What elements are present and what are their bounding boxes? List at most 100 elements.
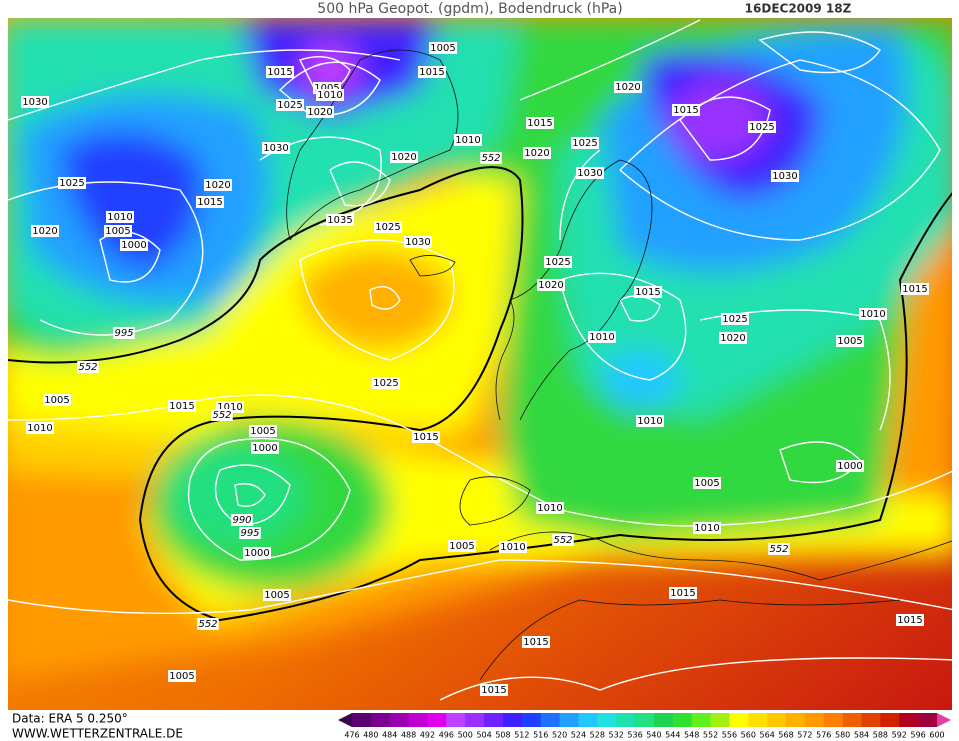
isobar-label: 1010: [637, 416, 662, 427]
isobar-label: 1010: [217, 402, 242, 413]
label-background: [480, 152, 502, 164]
colorbar-label: 552: [703, 731, 718, 740]
isobar-label: 1020: [307, 107, 332, 118]
isobar-label: 1030: [772, 171, 797, 182]
geopotential-contours: [8, 166, 952, 622]
colorbar-swatch: [370, 713, 391, 727]
colorbar-label: 524: [571, 731, 586, 740]
label-background: [418, 66, 446, 78]
colorbar-swatch: [691, 713, 712, 727]
map-date: 16DEC2009 18Z: [745, 2, 852, 16]
colorbar-label: 508: [495, 731, 510, 740]
label-background: [251, 442, 279, 454]
colorbar-swatch: [389, 713, 410, 727]
isobar-label: 1025: [373, 378, 398, 389]
label-background: [211, 409, 233, 421]
data-source: Data: ERA 5 0.250°: [12, 712, 128, 726]
isobar-label: 1030: [405, 237, 430, 248]
label-background: [231, 514, 253, 526]
isobar-label: 1015: [527, 118, 552, 129]
colorbar-swatch: [918, 713, 938, 727]
label-background: [404, 236, 432, 248]
colorbar-swatch: [635, 713, 655, 727]
label-background: [262, 142, 290, 154]
isobar-label: 1015: [673, 105, 698, 116]
label-background: [263, 589, 291, 601]
isobar-label: 1020: [615, 82, 640, 93]
isobar-label: 1000: [837, 461, 862, 472]
label-background: [544, 256, 572, 268]
isobar-label: 552: [78, 362, 97, 373]
colorbar-swatch: [502, 713, 523, 727]
label-background: [104, 225, 132, 237]
isobar-label: 1015: [635, 287, 660, 298]
label-background: [31, 225, 59, 237]
label-background: [390, 151, 418, 163]
colorbar-label: 592: [892, 731, 907, 740]
colorbar-swatch: [710, 713, 730, 727]
isobar-label: 1030: [22, 97, 47, 108]
label-background: [771, 170, 799, 182]
label-background: [614, 81, 642, 93]
isobar-label: 1015: [419, 67, 444, 78]
isobar-label: 1015: [670, 588, 695, 599]
isobar-label: 1005: [105, 226, 130, 237]
geopotential-field: [8, 18, 952, 679]
label-background: [552, 534, 574, 546]
isobar-label: 1020: [720, 333, 745, 344]
label-background: [669, 587, 697, 599]
colorbar-swatch: [767, 713, 787, 727]
colorbar-swatch: [616, 713, 636, 727]
isobar-label: 1015: [169, 401, 194, 412]
colorbar-label: 532: [609, 731, 624, 740]
colorbar-label: 516: [533, 731, 548, 740]
colorbar-swatch: [786, 713, 806, 727]
isobar-label: 1020: [391, 152, 416, 163]
label-background: [168, 670, 196, 682]
label-background: [58, 177, 86, 189]
label-background: [571, 137, 599, 149]
label-background: [326, 214, 354, 226]
label-background: [636, 415, 664, 427]
label-background: [537, 279, 565, 291]
colorbar-swatch: [540, 713, 561, 727]
label-background: [499, 541, 527, 553]
label-background: [523, 147, 551, 159]
label-background: [168, 400, 196, 412]
isobar-label: 1010: [27, 423, 52, 434]
label-background: [249, 425, 277, 437]
label-background: [896, 614, 924, 626]
isobar-label: 1015: [413, 432, 438, 443]
isobar-label: 1010: [537, 503, 562, 514]
isobar-label: 1010: [860, 309, 885, 320]
label-background: [526, 117, 554, 129]
colorbar-label: 536: [627, 731, 642, 740]
isobar-label: 1015: [197, 197, 222, 208]
isobar-label: 1005: [264, 590, 289, 601]
isobar-label: 1005: [430, 43, 455, 54]
label-background: [77, 361, 99, 373]
colorbar-label: 596: [910, 731, 925, 740]
colorbar-swatch: [427, 713, 447, 727]
isobar-label: 1010: [455, 135, 480, 146]
isobar-label: 552: [553, 535, 572, 546]
label-background: [836, 335, 864, 347]
isobar-label: 1025: [749, 122, 774, 133]
colorbar-swatch: [880, 713, 900, 727]
label-background: [448, 540, 476, 552]
label-background: [429, 42, 457, 54]
colorbar-label: 480: [363, 731, 378, 740]
label-background: [901, 283, 929, 295]
colorbar-swatch: [352, 713, 372, 727]
label-background: [113, 327, 135, 339]
colorbar-swatch: [861, 713, 881, 727]
colorbar-swatch: [748, 713, 768, 727]
isobar-label: 1000: [244, 548, 269, 559]
label-background: [243, 547, 271, 559]
isobar-label: 1005: [44, 395, 69, 406]
isobar-label: 1005: [314, 83, 339, 94]
label-background: [719, 332, 747, 344]
isobar-label: 1010: [317, 90, 342, 101]
label-background: [106, 211, 134, 223]
